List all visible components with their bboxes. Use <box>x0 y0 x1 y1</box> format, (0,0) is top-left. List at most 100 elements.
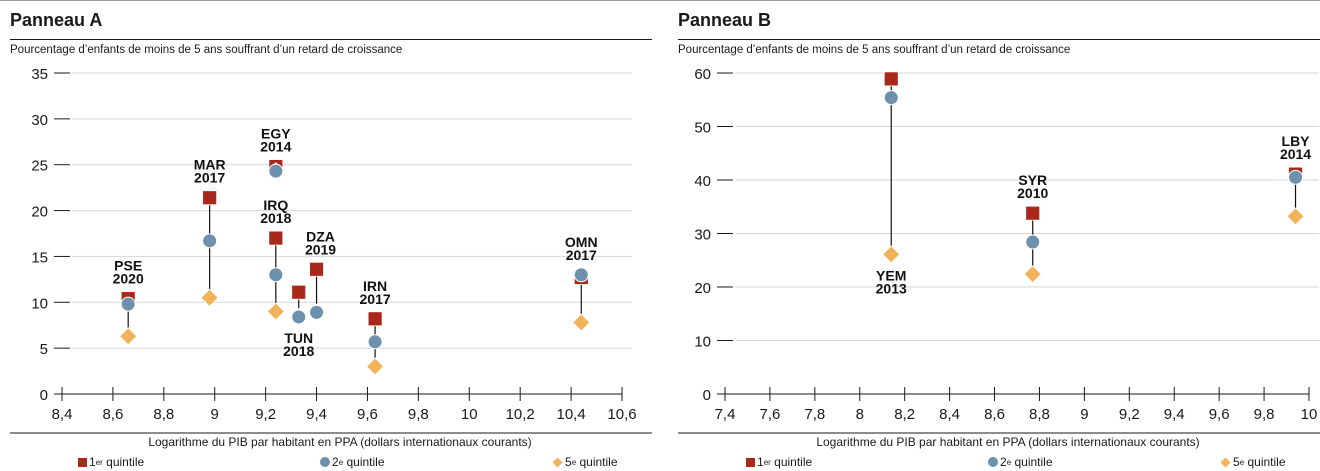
x-axis-title: Logarithme du PIB par habitant en PPA (d… <box>148 435 531 449</box>
x-tick-label: 10 <box>461 406 478 423</box>
x-tick-label: 8,8 <box>153 406 174 423</box>
y-tick-label: 50 <box>694 120 711 137</box>
x-tick-label: 7,4 <box>715 406 736 423</box>
q2-circle-mark <box>883 90 899 106</box>
country-code-label: LBY <box>1282 133 1311 149</box>
q1-square-mark <box>268 230 284 246</box>
y-tick-label: 5 <box>40 341 48 358</box>
x-tick-label: 8,8 <box>1029 406 1050 423</box>
x-tick-label: 9,8 <box>1254 406 1275 423</box>
y-tick-label: 15 <box>31 249 48 266</box>
legend-num: 5 <box>565 455 572 469</box>
legend-num: 2 <box>332 455 339 469</box>
x-tick-label: 8,4 <box>939 406 960 423</box>
square-marker-icon <box>746 457 755 467</box>
legend-sup: e <box>571 457 577 467</box>
q5-diamond-mark <box>882 245 901 264</box>
legend-num: 5 <box>1233 455 1240 469</box>
y-tick-label: 25 <box>31 158 48 175</box>
survey-year-label: 2018 <box>260 210 291 226</box>
country-code-label: SYR <box>1018 172 1047 188</box>
legend-sup: e <box>1006 457 1012 467</box>
x-tick-label: 7,8 <box>804 406 825 423</box>
x-tick-label: 10,2 <box>506 406 535 423</box>
legend-num: 1 <box>89 455 96 469</box>
country-code-label: MAR <box>194 157 226 173</box>
q5-diamond-mark <box>266 302 285 321</box>
x-tick-label: 10,4 <box>556 406 585 423</box>
legend-label: quintile <box>343 455 385 469</box>
legend-label: quintile <box>576 455 618 469</box>
x-tick-label: 9,2 <box>1119 406 1140 423</box>
q2-circle-mark <box>202 233 218 249</box>
x-axis-title: Logarithme du PIB par habitant en PPA (d… <box>816 435 1199 449</box>
y-tick-label: 20 <box>31 204 48 221</box>
legend-num: 1 <box>757 455 764 469</box>
x-tick-label: 9 <box>211 406 219 423</box>
country-code-label: IRQ <box>263 197 288 213</box>
top-rule <box>0 0 1320 1</box>
y-axis-title: Pourcentage d’enfants de moins de 5 ans … <box>10 44 403 56</box>
q5-diamond-mark <box>572 313 591 332</box>
q5-diamond-mark <box>119 327 138 346</box>
survey-year-label: 2018 <box>283 343 314 359</box>
diamond-marker-icon <box>552 457 563 467</box>
legend-item-q1: 1 er quintile <box>78 455 144 469</box>
q2-circle-mark <box>1025 234 1041 250</box>
q2-circle-mark <box>573 267 589 283</box>
q2-circle-mark <box>1288 169 1304 185</box>
x-tick-label: 9,8 <box>408 406 429 423</box>
y-tick-label: 30 <box>694 227 711 244</box>
x-tick-label: 8,2 <box>894 406 915 423</box>
scatter-plot-b: 0 10 20 30 40 50 60 7,4 7,6 7,8 8 8,2 8,4 8,6 8,8 9 9,2 9… <box>678 66 1320 449</box>
panel-title: Panneau A <box>10 10 103 30</box>
q1-square-mark <box>367 311 383 327</box>
survey-year-label: 2020 <box>113 271 144 287</box>
x-tick-label: 9 <box>1080 406 1088 423</box>
q2-circle-mark <box>120 296 136 312</box>
legend-sup: er <box>95 457 103 467</box>
y-axis-title: Pourcentage d’enfants de moins de 5 ans … <box>678 44 1071 56</box>
x-tick-label: 9,6 <box>357 406 378 423</box>
q1-square-mark <box>309 261 324 277</box>
q2-circle-mark <box>268 163 284 179</box>
x-tick-label: 8 <box>856 406 864 423</box>
x-tick-label: 9,6 <box>1209 406 1230 423</box>
x-tick-label: 9,2 <box>255 406 276 423</box>
legend-num: 2 <box>1000 455 1007 469</box>
diamond-marker-icon <box>1220 457 1231 467</box>
legend-label: quintile <box>1011 455 1053 469</box>
x-tick-label: 9,4 <box>1164 406 1185 423</box>
survey-year-label: 2017 <box>360 291 391 307</box>
q5-diamond-mark <box>200 288 219 307</box>
x-tick-label: 8,6 <box>102 406 123 423</box>
country-code-label: EGY <box>261 126 291 142</box>
panel-b: Panneau B Pourcentage d’enfants de moins… <box>668 0 1320 471</box>
q1-square-mark <box>883 71 899 87</box>
country-code-label: YEM <box>876 267 906 283</box>
scatter-plot-a: 0 5 10 15 20 25 30 35 8,4 8,6 8,8 9 9,2 9,4 9,6 9,8 10 10… <box>10 66 652 449</box>
y-tick-label: 30 <box>31 112 48 129</box>
q1-square-mark <box>202 190 218 206</box>
y-tick-label: 40 <box>694 173 711 190</box>
survey-year-label: 2010 <box>1017 185 1048 201</box>
country-code-label: OMN <box>565 234 598 250</box>
legend-label: quintile <box>770 455 813 469</box>
title-divider <box>10 39 652 40</box>
panel-title: Panneau B <box>678 10 772 30</box>
survey-year-label: 2017 <box>194 170 225 186</box>
y-tick-label: 20 <box>694 280 711 297</box>
legend-item-q1: 1 er quintile <box>746 455 812 469</box>
